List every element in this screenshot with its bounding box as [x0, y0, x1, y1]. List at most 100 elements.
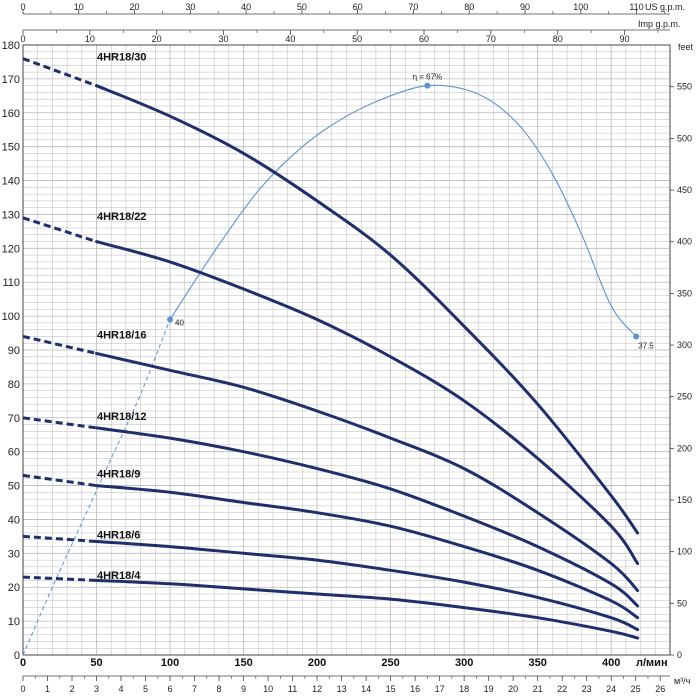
x3-tick-label-m3h: 14 [361, 684, 371, 694]
pump-curve-dashed [22, 473, 97, 488]
x-tick-label-lpm: 100 [161, 657, 179, 669]
axes: 0102030405060708090100110120130140150160… [2, 2, 694, 694]
x-tick-label-lpm: 0 [20, 657, 26, 669]
efficiency-marker-label: 40 [175, 319, 184, 328]
x3-tick-label-m3h: 11 [288, 684, 297, 694]
x3-tick-label-m3h: 17 [435, 684, 445, 694]
x-tick-label-lpm: 400 [602, 657, 620, 669]
x3-tick-label-m3h: 3 [94, 684, 99, 694]
x3-tick-label-m3h: 5 [143, 684, 148, 694]
x3-tick-label-m3h: 26 [655, 684, 665, 694]
y2-tick-label-ft: 450 [677, 185, 692, 195]
x3-tick-label-m3h: 21 [533, 684, 543, 694]
top-tick-label-us: 30 [185, 2, 195, 12]
y-tick-label-m: 140 [2, 176, 20, 188]
series-label: 4HR18/4 [97, 570, 141, 582]
x3-tick-label-m3h: 1 [45, 684, 50, 694]
y-tick-label-m: 110 [2, 277, 20, 289]
top-tick-label-imp: 0 [20, 34, 25, 44]
y-tick-label-m: 170 [2, 74, 20, 86]
y-tick-label-m: 100 [2, 311, 20, 323]
top-tick-label-imp: 50 [352, 34, 362, 44]
y-tick-label-m: 80 [8, 379, 20, 391]
y-tick-label-m: 20 [8, 582, 20, 594]
efficiency-curve [169, 84, 637, 337]
x3-tick-label-m3h: 10 [263, 684, 273, 694]
series-label: 4HR18/12 [97, 411, 147, 423]
top-tick-label-imp: 60 [419, 34, 429, 44]
x-tick-label-lpm: 300 [455, 657, 473, 669]
top-tick-label-us: 70 [408, 2, 418, 12]
y-tick-label-m: 90 [8, 345, 20, 357]
efficiency-marker [424, 82, 431, 89]
pump-curve-dashed [22, 534, 97, 543]
top-unit-label-us: US g.p.m. [645, 2, 685, 12]
top-tick-label-imp: 70 [486, 34, 496, 44]
pump-curve-dashed [22, 416, 97, 430]
pump-curve [95, 578, 640, 640]
efficiency-curve-group: 40 η = 67% 37.5 [22, 73, 654, 656]
series-label: 4HR18/22 [97, 211, 147, 223]
y2-unit-label: feet [678, 42, 694, 52]
y2-tick-label-ft: 500 [677, 133, 692, 143]
top-tick-label-imp: 80 [553, 34, 563, 44]
x-tick-label-lpm: 50 [90, 657, 102, 669]
series-label: 4HR18/30 [97, 52, 147, 64]
top-tick-label-us: 100 [573, 2, 588, 12]
top-tick-label-imp: 30 [219, 34, 229, 44]
y2-tick-label-ft: 350 [677, 288, 692, 298]
top-tick-label-us: 80 [464, 2, 474, 12]
x-tick-label-lpm: 150 [234, 657, 252, 669]
x3-tick-label-m3h: 18 [459, 684, 469, 694]
y2-tick-label-ft: 300 [677, 340, 692, 350]
x3-tick-label-m3h: 6 [168, 684, 173, 694]
y2-tick-label-ft: 50 [677, 598, 687, 608]
y2-tick-label-ft: 100 [677, 547, 692, 557]
top-tick-label-imp: 40 [285, 34, 295, 44]
y2-tick-label-ft: 400 [677, 237, 692, 247]
pump-curve [95, 540, 640, 632]
x3-tick-label-m3h: 2 [70, 684, 75, 694]
x3-tick-label-m3h: 4 [119, 684, 124, 694]
y-tick-label-m: 0 [14, 650, 20, 662]
x3-tick-label-m3h: 24 [606, 684, 616, 694]
series-label: 4HR18/9 [97, 468, 140, 480]
x3-tick-label-m3h: 0 [20, 684, 25, 694]
pump-curve-dashed [22, 57, 98, 88]
x3-tick-label-m3h: 25 [631, 684, 641, 694]
pump-curve [95, 84, 640, 535]
pump-curve [95, 351, 640, 593]
top-tick-label-us: 90 [520, 2, 530, 12]
x3-tick-label-m3h: 7 [192, 684, 197, 694]
y2-tick-label-ft: 0 [677, 650, 682, 660]
efficiency-marker [633, 333, 640, 340]
y2-tick-label-ft: 550 [677, 82, 692, 92]
efficiency-marker-label: η = 67% [413, 73, 443, 82]
top-tick-label-us: 0 [20, 2, 25, 12]
y2-tick-label-ft: 150 [677, 495, 692, 505]
efficiency-marker [167, 316, 174, 323]
y-tick-label-m: 180 [2, 40, 20, 52]
series-label: 4HR18/16 [97, 329, 147, 341]
y-tick-label-m: 50 [8, 481, 20, 493]
labels: 4HR18/30 4HR18/22 4HR18/16 4HR18/12 4HR18/9 4… [97, 52, 147, 582]
grid [22, 44, 671, 656]
top-tick-label-us: 20 [130, 2, 140, 12]
pump-curves [22, 57, 640, 640]
y-tick-label-m: 40 [8, 514, 20, 526]
top-unit-label-imp: Imp g.p.m. [638, 19, 681, 29]
top-tick-label-us: 60 [353, 2, 363, 12]
x-unit-label-lpm: л/мин [636, 657, 668, 669]
top-tick-label-imp: 20 [152, 34, 162, 44]
x3-tick-label-m3h: 19 [484, 684, 494, 694]
x-tick-label-lpm: 250 [381, 657, 399, 669]
y-tick-label-m: 130 [2, 209, 20, 221]
top-tick-label-imp: 90 [620, 34, 630, 44]
y2-tick-label-ft: 200 [677, 443, 692, 453]
x3-tick-label-m3h: 12 [312, 684, 322, 694]
efficiency-curve-dashed [22, 319, 171, 656]
y-tick-label-m: 10 [8, 616, 20, 628]
x3-tick-label-m3h: 9 [241, 684, 246, 694]
pump-curve-dashed [22, 334, 97, 355]
